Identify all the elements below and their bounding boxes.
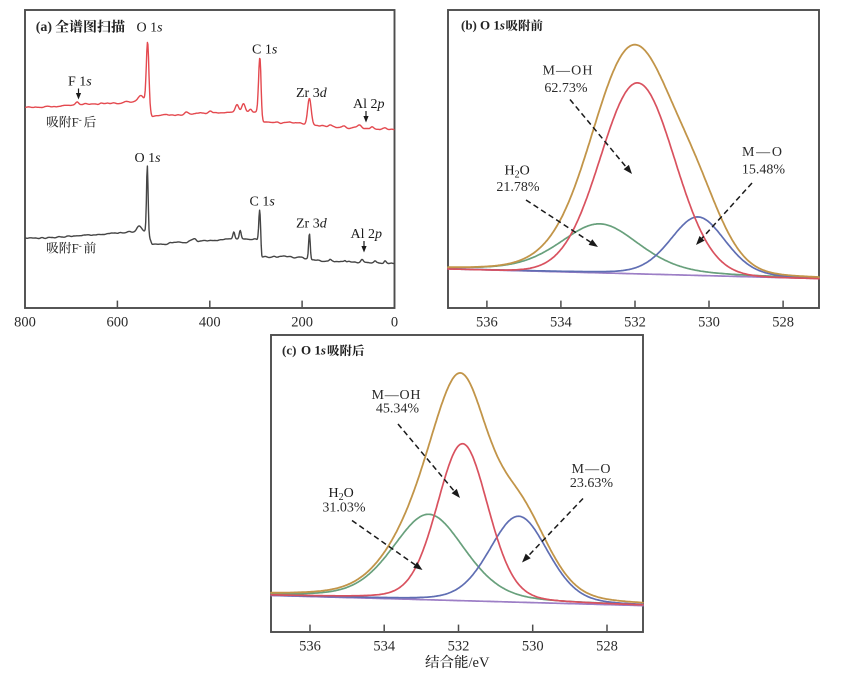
svg-text:H2O: H2O (505, 164, 530, 181)
svg-text:(a): (a) (36, 20, 53, 35)
svg-text:(c): (c) (282, 343, 296, 358)
svg-text:M—OH: M—OH (372, 388, 421, 403)
svg-text:23.63%: 23.63% (570, 476, 614, 491)
svg-text:600: 600 (107, 315, 129, 331)
svg-text:M—O: M—O (572, 462, 611, 477)
svg-text:528: 528 (596, 639, 618, 655)
svg-text:534: 534 (373, 639, 396, 655)
svg-text:530: 530 (698, 315, 720, 331)
svg-text:532: 532 (624, 315, 646, 331)
svg-text:C 1s: C 1s (252, 43, 278, 58)
svg-text:532: 532 (448, 639, 470, 655)
svg-text:O 1s: O 1s (137, 21, 164, 36)
svg-text:H2O: H2O (329, 486, 354, 503)
svg-text:O 1s: O 1s (301, 343, 326, 358)
svg-text:45.34%: 45.34% (376, 402, 420, 417)
svg-text:Zr 3d: Zr 3d (296, 217, 328, 232)
svg-text:536: 536 (476, 315, 498, 331)
svg-text:534: 534 (550, 315, 573, 331)
svg-text:62.73%: 62.73% (544, 81, 588, 96)
svg-text:Al 2p: Al 2p (353, 97, 385, 112)
svg-text:(b): (b) (461, 18, 477, 33)
svg-text:536: 536 (299, 639, 321, 655)
svg-text:Zr 3d: Zr 3d (296, 86, 328, 101)
svg-text:200: 200 (291, 315, 313, 331)
svg-text:15.48%: 15.48% (742, 163, 786, 178)
svg-text:0: 0 (391, 315, 398, 331)
svg-text:530: 530 (522, 639, 544, 655)
svg-text:O 1s: O 1s (480, 18, 505, 33)
svg-text:C 1s: C 1s (250, 195, 276, 210)
svg-text:Al 2p: Al 2p (351, 227, 383, 242)
svg-text:M—OH: M—OH (543, 64, 593, 79)
svg-text:F-: F- (72, 241, 82, 256)
svg-text:M—O: M—O (742, 145, 782, 160)
svg-text:O 1s: O 1s (135, 151, 162, 166)
svg-text:800: 800 (14, 315, 36, 331)
svg-text:/eV: /eV (469, 655, 490, 671)
svg-text:528: 528 (772, 315, 794, 331)
svg-text:F-: F- (72, 115, 82, 130)
svg-text:F 1s: F 1s (68, 75, 92, 90)
svg-text:400: 400 (199, 315, 221, 331)
svg-text:21.78%: 21.78% (496, 180, 540, 195)
svg-text:31.03%: 31.03% (322, 501, 366, 516)
